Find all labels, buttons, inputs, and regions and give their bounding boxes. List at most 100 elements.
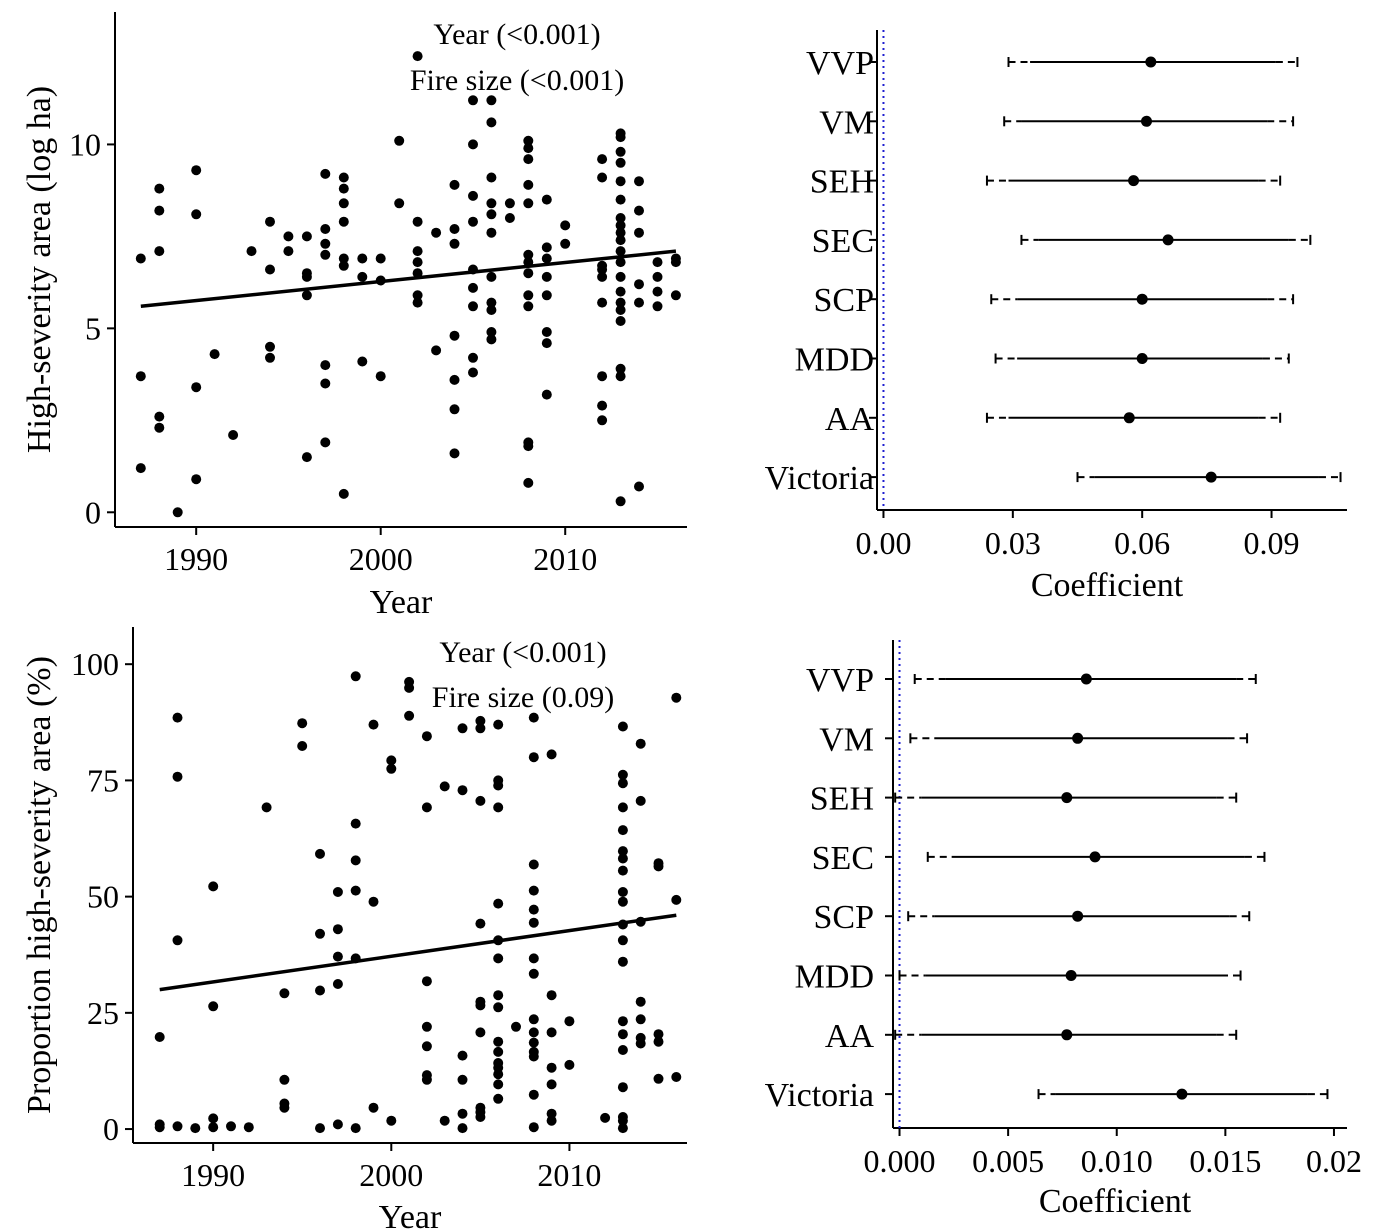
x-tick-label: 0.005 <box>972 1143 1044 1179</box>
data-point <box>617 887 628 897</box>
x-axis-title: Year <box>379 1199 442 1232</box>
data-point <box>615 271 626 282</box>
y-tick-label: 75 <box>87 762 119 798</box>
data-point <box>541 242 552 253</box>
data-point <box>652 257 663 268</box>
estimate-point <box>1080 673 1092 685</box>
data-point <box>191 382 202 393</box>
y-tick-label: 10 <box>69 126 101 162</box>
data-point <box>671 692 682 703</box>
data-point <box>597 264 608 275</box>
data-point <box>135 371 146 382</box>
data-point <box>386 755 397 766</box>
data-point <box>546 1027 557 1038</box>
data-point <box>412 246 423 257</box>
data-point <box>394 198 405 209</box>
data-point <box>191 209 202 220</box>
data-point <box>546 749 557 760</box>
data-point <box>357 253 368 264</box>
data-point <box>564 1059 575 1070</box>
x-axis-title: Coefficient <box>1031 567 1184 604</box>
y-tick-label: 0 <box>85 494 101 530</box>
data-point <box>486 327 497 337</box>
data-point <box>261 802 272 813</box>
data-point <box>615 257 626 268</box>
estimate-point <box>1145 56 1157 68</box>
data-point <box>475 795 486 806</box>
data-point <box>617 935 628 946</box>
data-point <box>357 271 368 282</box>
data-point <box>154 1122 165 1133</box>
data-point <box>493 1002 504 1013</box>
data-point <box>541 271 552 282</box>
data-point <box>449 238 460 249</box>
x-tick-label: 0.03 <box>985 525 1041 561</box>
data-point <box>208 1001 219 1012</box>
data-point <box>368 896 379 907</box>
data-point <box>560 220 571 231</box>
category-label: SEH <box>810 164 874 201</box>
data-point <box>523 179 534 190</box>
data-point <box>265 216 275 227</box>
data-point <box>523 477 534 488</box>
data-point <box>301 271 312 282</box>
data-point <box>493 719 504 730</box>
data-point <box>332 924 343 935</box>
x-tick-label: 0.09 <box>1244 525 1300 561</box>
data-point <box>350 1123 361 1134</box>
data-point <box>209 349 220 360</box>
data-point <box>449 448 460 459</box>
annotation-label: Fire size (<0.001) <box>410 64 624 97</box>
x-axis-title: Coefficient <box>1039 1183 1192 1220</box>
data-point <box>617 721 628 732</box>
data-point <box>528 917 539 928</box>
category-label: Victoria <box>765 1077 874 1114</box>
data-point <box>546 1062 557 1073</box>
data-point <box>468 139 478 150</box>
data-point <box>541 194 552 205</box>
data-point <box>541 253 552 264</box>
data-point <box>528 885 539 896</box>
data-point <box>338 216 349 227</box>
y-tick-label: 100 <box>71 646 119 682</box>
data-point <box>617 853 628 864</box>
data-point <box>320 360 331 371</box>
x-tick-label: 2000 <box>359 1157 423 1193</box>
x-tick-label: 2010 <box>533 541 597 577</box>
data-point <box>486 209 497 220</box>
data-point <box>615 235 626 246</box>
data-point <box>421 1021 432 1032</box>
data-point <box>653 1029 664 1040</box>
data-point <box>320 378 331 389</box>
data-point <box>486 117 497 128</box>
data-point <box>332 979 343 989</box>
data-point <box>523 154 534 165</box>
data-point <box>486 172 497 183</box>
annotation-label: Year (<0.001) <box>439 636 606 669</box>
data-point <box>541 338 552 349</box>
data-point <box>412 51 423 62</box>
data-point <box>404 710 415 721</box>
data-point <box>191 165 202 176</box>
data-point <box>332 887 343 897</box>
data-point <box>135 253 146 264</box>
data-point <box>546 990 557 1001</box>
data-point <box>320 168 331 179</box>
data-point <box>653 1073 664 1084</box>
data-point <box>468 190 478 201</box>
category-label: SEH <box>810 781 874 818</box>
trend-line <box>140 249 677 309</box>
trend-line <box>159 913 677 992</box>
estimate-point <box>1136 293 1148 305</box>
data-point <box>208 1113 219 1124</box>
data-point <box>617 1016 628 1027</box>
data-point <box>597 415 608 426</box>
y-tick-label: 25 <box>87 995 119 1031</box>
data-point <box>486 297 497 308</box>
data-point <box>320 437 331 448</box>
category-label: Victoria <box>765 460 874 497</box>
data-point <box>338 183 349 194</box>
data-point <box>486 305 497 315</box>
data-point <box>653 1036 664 1047</box>
